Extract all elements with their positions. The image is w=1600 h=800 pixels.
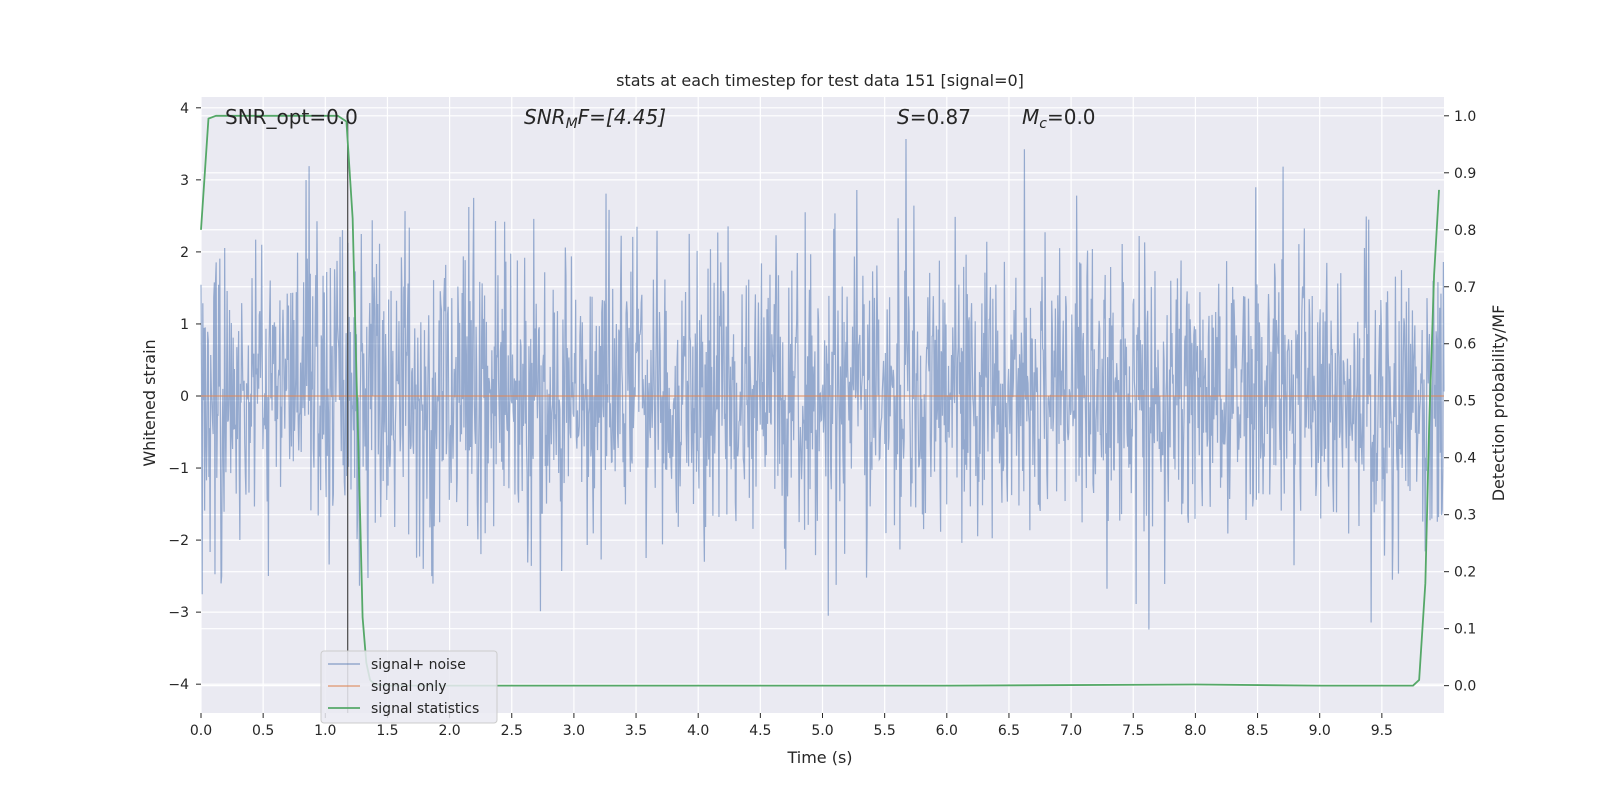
y2-tick-label: 0.3	[1454, 508, 1476, 524]
y2-tick-label: 0.2	[1454, 565, 1476, 581]
x-tick-label: 8.5	[1246, 723, 1268, 739]
annotation-snr-mf-sub: M	[566, 116, 578, 132]
x-tick-label: 5.5	[874, 723, 896, 739]
y-tick-label: 1	[180, 317, 189, 333]
x-tick-label: 0.5	[252, 723, 274, 739]
x-tick-label: 4.5	[749, 723, 771, 739]
series-signal-noise	[200, 138, 1445, 630]
annotation-snr-mf-rest: F=[4.45]	[578, 105, 666, 129]
y-tick-label: 3	[180, 173, 189, 189]
x-tick-label: 7.5	[1122, 723, 1144, 739]
x-axis-label: Time (s)	[786, 748, 852, 767]
x-tick-label: 3.5	[625, 723, 647, 739]
x-tick-label: 6.5	[998, 723, 1020, 739]
y-ticks: 4 3 2 1 0 −1 −2 −3 −4	[168, 101, 201, 693]
y2-tick-label: 0.7	[1454, 280, 1476, 296]
y-axis-label: Whitened strain	[140, 339, 159, 466]
x-tick-label: 3.0	[563, 723, 585, 739]
legend-box	[320, 650, 498, 724]
annotation-snr-opt: SNR_opt=0.0	[225, 105, 358, 129]
x-tick-label: 5.0	[811, 723, 833, 739]
chart-title: stats at each timestep for test data 151…	[616, 71, 1024, 90]
annotation-mc-rest: =0.0	[1047, 105, 1096, 129]
y2-tick-label: 1.0	[1454, 109, 1476, 125]
y2-ticks: 1.0 0.9 0.8 0.7 0.6 0.5 0.4 0.3 0.2 0.1 0.0	[1444, 109, 1476, 695]
x-tick-label: 2.5	[501, 723, 523, 739]
annotation-s-main: S	[897, 105, 910, 129]
legend-label-stat: signal statistics	[371, 701, 479, 717]
legend: signal+ noise signal only signal statist…	[320, 650, 498, 724]
annotation-snr-mf: SNRMF=[4.45]	[524, 105, 666, 132]
y2-tick-label: 0.8	[1454, 223, 1476, 239]
annotation-mc: Mc=0.0	[1022, 105, 1096, 132]
x-tick-label: 8.0	[1184, 723, 1206, 739]
y2-tick-label: 0.9	[1454, 166, 1476, 182]
y2-tick-label: 0.5	[1454, 394, 1476, 410]
x-tick-label: 6.0	[936, 723, 958, 739]
y2-tick-label: 0.0	[1454, 679, 1476, 695]
legend-label-noise: signal+ noise	[371, 657, 466, 673]
y-tick-label: −4	[168, 677, 189, 693]
annotation-snr-mf-main: SNR	[524, 105, 566, 129]
x-ticks: 0.0 0.5 1.0 1.5 2.0 2.5 3.0 3.5 4.0 4.5 5.0 5.5 6.0 6…	[190, 713, 1393, 739]
y2-tick-label: 0.6	[1454, 337, 1476, 353]
x-tick-label: 9.0	[1309, 723, 1331, 739]
x-tick-label: 4.0	[687, 723, 709, 739]
x-tick-label: 1.5	[376, 723, 398, 739]
y-tick-label: 4	[180, 101, 189, 117]
x-tick-label: 1.0	[314, 723, 336, 739]
annotation-s-rest: =0.87	[910, 105, 971, 129]
x-tick-label: 0.0	[190, 723, 212, 739]
annotation-mc-sub: c	[1039, 116, 1047, 132]
y2-axis-label: Detection probability/MF	[1489, 305, 1508, 502]
x-tick-label: 2.0	[438, 723, 460, 739]
x-tick-label: 7.0	[1060, 723, 1082, 739]
y2-tick-label: 0.1	[1454, 622, 1476, 638]
legend-label-signal: signal only	[371, 679, 446, 695]
annotation-s: S=0.87	[897, 105, 971, 129]
noise-layer	[200, 138, 1445, 630]
y-tick-label: 2	[180, 245, 189, 261]
y-tick-label: −2	[168, 533, 189, 549]
y-tick-label: −1	[168, 461, 189, 477]
y-tick-label: 0	[180, 389, 189, 405]
y-tick-label: −3	[168, 605, 189, 621]
y2-tick-label: 0.4	[1454, 451, 1476, 467]
annotation-mc-main: M	[1022, 105, 1039, 129]
x-tick-label: 9.5	[1371, 723, 1393, 739]
